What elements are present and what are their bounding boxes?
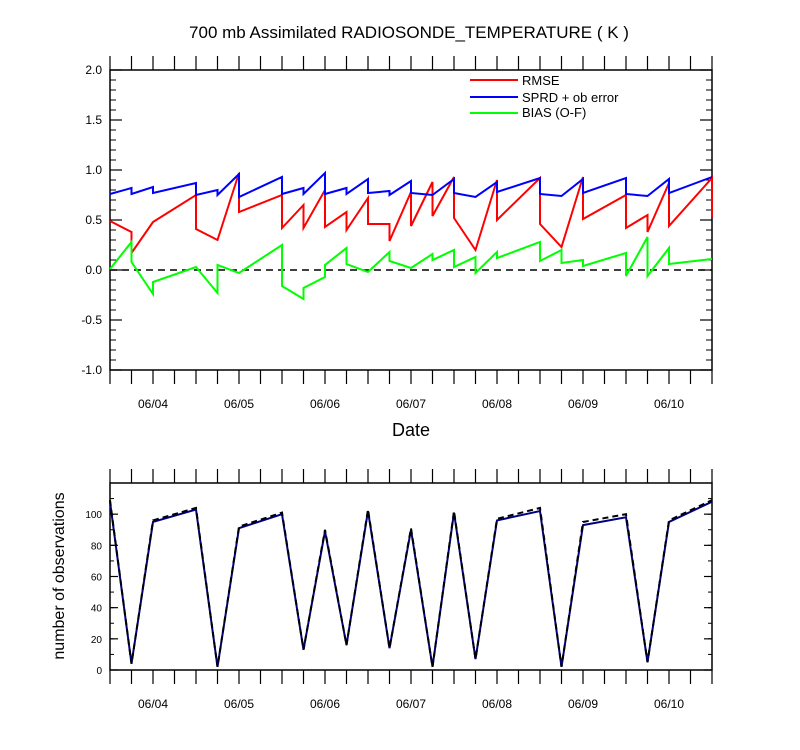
top-ytick-label: 1.0 [85,163,102,177]
bottom-ytick-label: 20 [91,635,103,646]
bottom-xtick-label: 06/06 [310,697,340,711]
legend-label-rmse: RMSE [522,73,560,88]
bottom-series-used [109,500,713,668]
top-xtick-label: 06/04 [138,397,168,411]
bottom-xtick-label: 06/08 [482,697,512,711]
top-xtick-label: 06/08 [482,397,512,411]
top-xtick-label: 06/05 [224,397,254,411]
top-ytick-label: -0.5 [81,313,102,327]
bottom-xtick-label: 06/09 [568,697,598,711]
top-series-sprd-ob-error [109,170,713,199]
bottom-xtick-label: 06/04 [138,697,168,711]
bottom-ytick-label: 40 [91,604,103,615]
top-ytick-label: 1.5 [85,113,102,127]
bottom-plot: 0 20 40 60 80 100 06/04 06/05 06/06 06/07 06/08 06/… [85,469,713,711]
top-plot: -1.0 -0.5 0.0 0.5 1.0 1.5 2.0 06/04 06/05 06/06 06… [81,56,713,411]
bottom-series-total [109,499,713,668]
chart-title: 700 mb Assimilated RADIOSONDE_TEMPERATUR… [189,23,629,42]
top-ytick-label: 0.0 [85,263,102,277]
x-axis-title: Date [392,420,430,440]
bottom-xtick-label: 06/07 [396,697,426,711]
bottom-ytick-label: 60 [91,573,103,584]
bottom-ytick-label: 0 [96,666,102,677]
top-xtick-label: 06/09 [568,397,598,411]
top-ytick-label: 2.0 [85,63,102,77]
top-series-bias-o-f [109,236,713,301]
bottom-ytick-label: 100 [85,510,102,521]
top-xtick-label: 06/10 [654,397,684,411]
bottom-xtick-label: 06/05 [224,697,254,711]
legend: RMSE SPRD + ob error BIAS (O-F) [470,73,619,120]
top-ytick-label: -1.0 [81,363,102,377]
y-axis-title-observations: number of observations [51,492,68,659]
top-xtick-label: 06/06 [310,397,340,411]
bottom-xtick-label: 06/10 [654,697,684,711]
bottom-ytick-label: 80 [91,541,103,552]
top-xtick-label: 06/07 [396,397,426,411]
legend-label-sprd: SPRD + ob error [522,90,619,105]
bottom-frame [109,482,713,671]
legend-label-bias: BIAS (O-F) [522,105,586,120]
top-ytick-label: 0.5 [85,213,102,227]
